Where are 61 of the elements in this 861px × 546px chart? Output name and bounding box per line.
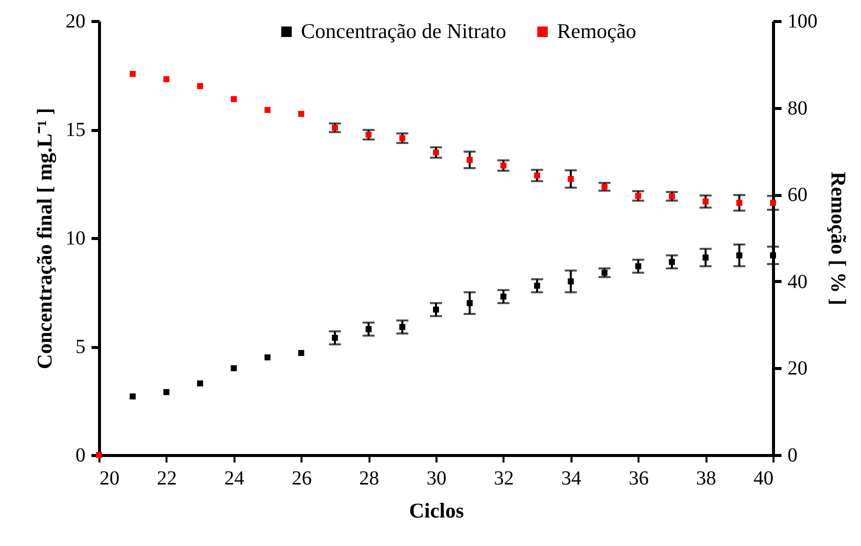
y-tick-label: 0 bbox=[76, 444, 86, 466]
y2-tick-label: 40 bbox=[788, 270, 808, 293]
x-tick-label: 26 bbox=[292, 468, 312, 490]
point bbox=[96, 452, 102, 458]
point bbox=[197, 380, 204, 386]
point bbox=[736, 200, 742, 206]
point bbox=[770, 252, 776, 258]
point bbox=[163, 76, 170, 82]
x-tick-label: 34 bbox=[561, 468, 582, 490]
y-tick-label: 20 bbox=[66, 10, 86, 32]
point bbox=[534, 172, 540, 179]
y2-tick-label: 60 bbox=[788, 184, 808, 206]
point bbox=[466, 156, 473, 163]
point bbox=[264, 354, 270, 360]
x-tick-label: 38 bbox=[696, 468, 716, 490]
point bbox=[736, 252, 742, 258]
x-tick-label: 20 bbox=[100, 468, 120, 490]
point bbox=[568, 278, 574, 284]
legend-label: Remoção bbox=[557, 18, 636, 43]
point bbox=[702, 198, 709, 205]
point bbox=[332, 334, 338, 341]
point bbox=[399, 324, 406, 330]
legend-label: Concentração de Nitrato bbox=[301, 18, 506, 43]
y-tick-label: 10 bbox=[66, 228, 86, 250]
x-tick-label: 24 bbox=[224, 468, 244, 490]
point bbox=[668, 258, 675, 265]
x-tick-label: 30 bbox=[426, 468, 446, 490]
x-axis-title: Ciclos bbox=[409, 498, 464, 522]
point bbox=[130, 70, 136, 77]
point bbox=[230, 96, 237, 102]
x-tick-label: 28 bbox=[359, 468, 380, 490]
point bbox=[500, 294, 506, 300]
y2-tick-label: 0 bbox=[788, 444, 798, 466]
y2-tick-label: 20 bbox=[788, 358, 808, 380]
point bbox=[635, 263, 642, 270]
point bbox=[298, 350, 304, 356]
point bbox=[163, 389, 170, 396]
point bbox=[130, 393, 136, 400]
y2-tick-label: 80 bbox=[788, 97, 808, 120]
x-tick-label: 32 bbox=[494, 468, 514, 490]
point bbox=[230, 365, 237, 372]
x-tick-label: 22 bbox=[156, 468, 177, 490]
point bbox=[568, 176, 574, 182]
point bbox=[264, 106, 270, 113]
point bbox=[298, 110, 304, 117]
y2-tick-label: 100 bbox=[788, 10, 818, 32]
y-tick-label: 15 bbox=[66, 119, 86, 141]
point bbox=[500, 162, 506, 169]
y2-axis-title: Remoção [ % ] bbox=[826, 172, 850, 306]
y-axis-title: Concentração final [ mg.L⁻¹ ] bbox=[32, 108, 56, 370]
point bbox=[466, 300, 473, 306]
point bbox=[433, 150, 439, 156]
x-tick-label: 36 bbox=[628, 468, 649, 490]
y-tick-label: 5 bbox=[76, 336, 86, 358]
x-tick-label: 40 bbox=[754, 468, 774, 490]
point bbox=[770, 200, 776, 206]
point bbox=[366, 326, 372, 332]
point bbox=[534, 282, 540, 289]
point bbox=[702, 254, 709, 261]
point bbox=[433, 306, 439, 313]
point bbox=[197, 83, 204, 90]
